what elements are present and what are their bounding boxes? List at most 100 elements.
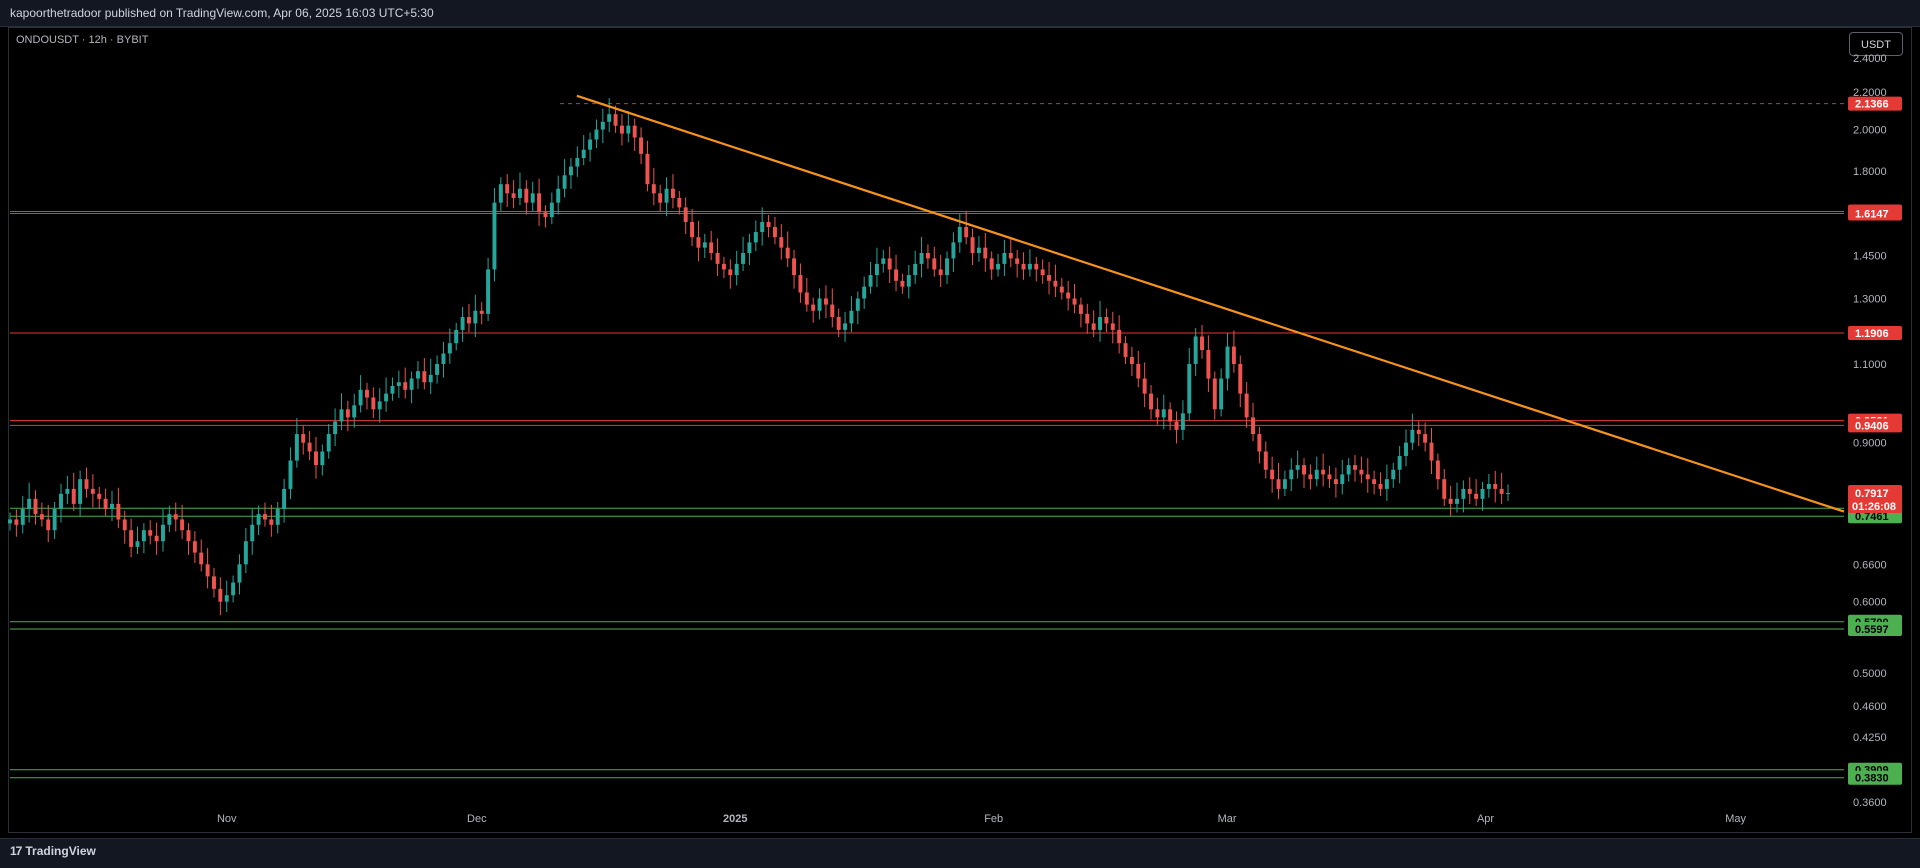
candle-body [639,137,644,154]
candle-body [333,421,338,435]
candle-body [690,222,695,238]
candle-body [269,519,274,525]
candle-body [970,237,975,253]
candle-body [39,514,44,520]
currency-button[interactable]: USDT [1849,32,1903,56]
tradingview-logo-text: TradingView [25,844,96,858]
x-tick-label: Mar [1218,813,1237,825]
candle-body [1467,488,1472,494]
candle-body [148,530,153,536]
candle-body [403,382,408,390]
candle-body [20,508,25,525]
candle-body [1155,409,1160,418]
candle-body [1493,484,1498,489]
candle-body [830,304,835,318]
bottom-bar [0,838,1920,868]
candle-body [1397,455,1402,470]
price-badge-label: 1.1906 [1855,328,1889,340]
candle-body [454,329,459,344]
x-tick-label: 2025 [723,813,747,825]
current-price-label: 0.7917 [1855,488,1889,500]
candle-body [1244,393,1249,418]
candle-body [658,193,663,203]
candle-body [964,227,969,238]
candle-body [396,382,401,387]
candle-body [683,207,688,223]
candle-body [983,247,988,259]
candle-body [772,227,777,238]
candle-body [792,258,797,276]
candle-body [594,129,599,140]
tradingview-logo[interactable]: 17 TradingView [10,844,96,858]
candle-body [90,488,95,494]
candle-body [1129,356,1134,365]
candle-body [1225,346,1230,379]
candle-body [779,237,784,248]
candle-body [1059,286,1064,293]
symbol-label[interactable]: ONDOUSDT · 12h · BYBIT [16,34,149,46]
candle-body [1085,313,1090,324]
candle-body [651,184,656,194]
candle-body [447,343,452,354]
candle-body [1404,442,1408,456]
candle-body [760,222,765,233]
candle-body [741,252,746,264]
candle-body [345,409,350,418]
candle-body [817,298,822,311]
y-tick-label: 2.2000 [1853,87,1887,99]
candle-body [199,552,204,565]
candle-body [84,479,89,489]
candle-body [1053,280,1058,287]
candle-body [1174,421,1179,430]
candle-body [435,364,440,375]
candle-body [600,121,605,130]
candle-body [1149,393,1154,410]
candle-body [715,252,720,264]
candle-body [1219,378,1224,410]
candle-body [1289,469,1294,480]
candle-body [27,498,32,509]
candle-body [1327,474,1332,480]
candle-body [619,125,624,134]
candle-body [173,514,178,520]
candle-body [180,519,185,531]
candle-body [275,508,280,525]
candle-body [1308,474,1313,480]
candle-body [1455,498,1459,504]
candle-body [1314,469,1319,480]
candle-body [1321,469,1326,475]
candle-body [1066,292,1071,299]
candle-body [549,202,554,218]
candle-body [1136,364,1141,379]
candle-body [900,280,905,287]
candle-body [1098,317,1103,330]
candle-body [237,564,242,583]
candle-body [415,371,420,379]
candle-body [1200,336,1205,351]
candle-body [581,149,586,159]
candle-body [473,310,478,324]
candle-body [1461,488,1466,499]
candle-body [588,139,593,150]
trendline [576,94,1845,513]
candle-body [1193,336,1198,365]
candle-body [8,519,12,524]
candle-body [1008,252,1013,259]
candle-body [1027,263,1032,270]
candle-body [263,514,267,520]
candle-body [1378,484,1383,489]
y-tick-label: 1.8000 [1853,166,1887,178]
top-bar [0,0,1920,27]
current-price-badge [1848,484,1902,513]
candle-body [1276,479,1281,489]
candle-body [186,530,191,542]
candle-body [14,519,19,525]
candle-body [1282,479,1287,489]
candle-body [428,374,433,383]
candle-body [154,535,159,542]
price-badge-label: 0.3830 [1855,773,1889,785]
candle-body [766,222,771,228]
x-tick-label: May [1725,813,1746,825]
candle-body [785,247,790,259]
